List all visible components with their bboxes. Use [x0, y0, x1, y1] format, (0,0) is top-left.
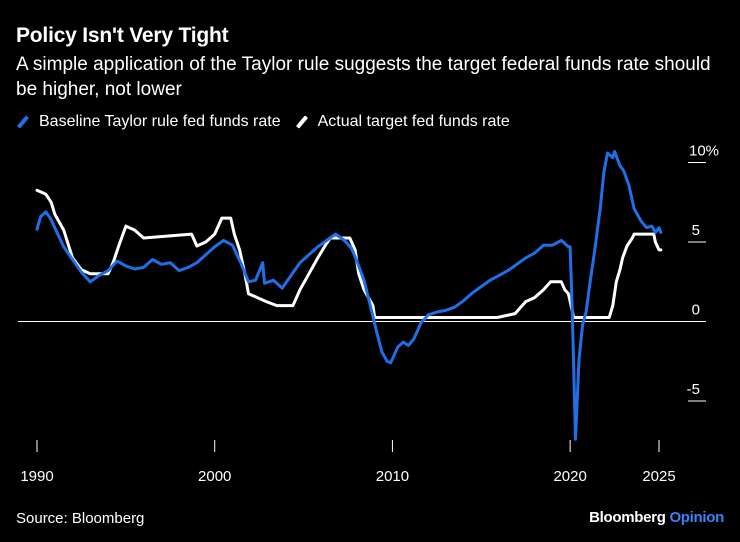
x-tick-label: 2020	[553, 468, 586, 485]
x-tick-label: 2025	[642, 468, 675, 485]
legend-label-taylor: Baseline Taylor rule fed funds rate	[39, 113, 281, 130]
brand-logo: Bloomberg Opinion	[589, 509, 724, 526]
x-tick-label: 1990	[20, 468, 53, 485]
chart-title: Policy Isn't Very Tight	[16, 24, 229, 47]
brand-suffix: Opinion	[669, 509, 724, 526]
chart-subtitle: A simple application of the Taylor rule …	[16, 54, 711, 100]
series-line-actual-rate	[35, 188, 663, 319]
x-tick-label: 2000	[198, 468, 231, 485]
legend-label-actual: Actual target fed funds rate	[317, 113, 510, 130]
y-tick-label: 10%	[689, 143, 719, 160]
legend-item-actual: Actual target fed funds rate	[295, 113, 510, 131]
chart-legend: Baseline Taylor rule fed funds rate Actu…	[16, 113, 524, 131]
series-line-taylor-rule	[35, 149, 663, 441]
source-note: Source: Bloomberg	[16, 510, 145, 527]
legend-item-taylor: Baseline Taylor rule fed funds rate	[16, 113, 281, 131]
y-tick-label: 0	[692, 302, 700, 319]
y-tick-label: 5	[692, 222, 700, 239]
y-tick-label: -5	[687, 381, 700, 398]
x-tick-label: 2010	[376, 468, 409, 485]
brand-name: Bloomberg	[589, 509, 666, 526]
